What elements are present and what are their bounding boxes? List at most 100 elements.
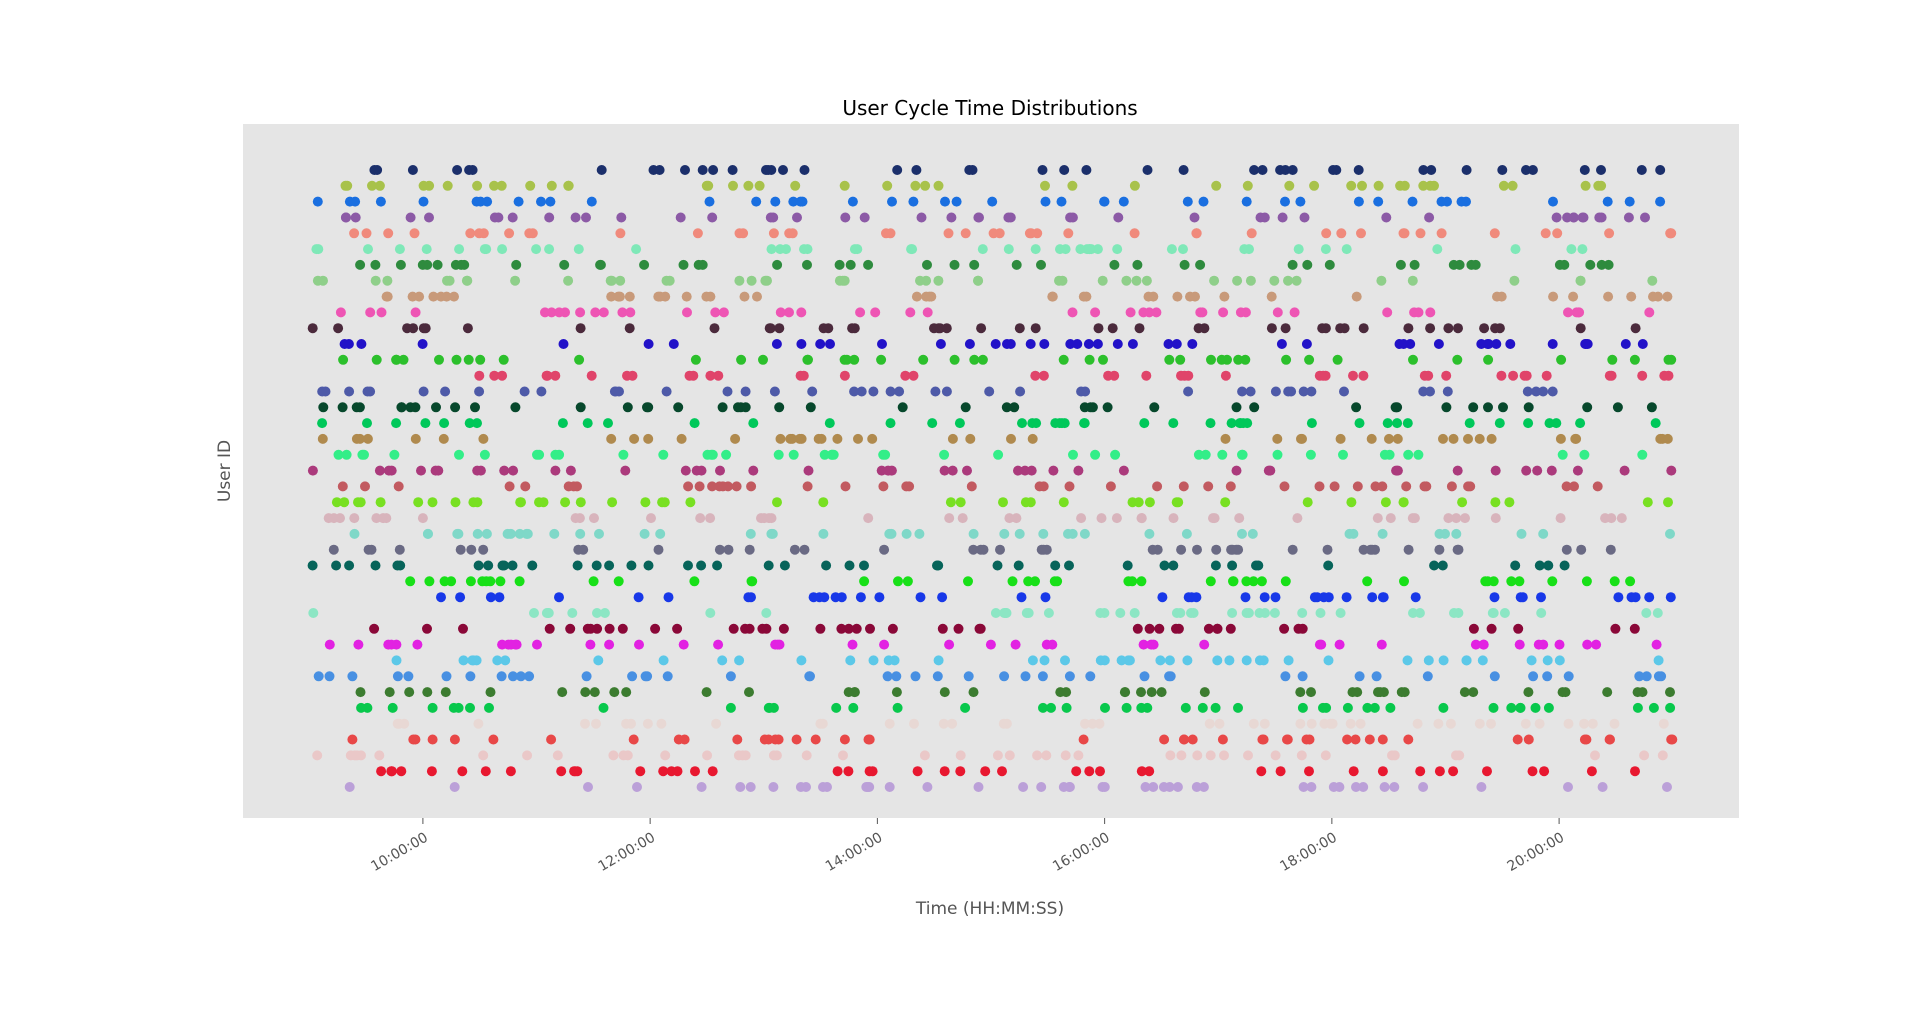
data-point bbox=[365, 307, 376, 318]
data-point bbox=[1127, 576, 1138, 587]
data-point bbox=[1266, 323, 1277, 334]
data-point bbox=[1476, 339, 1487, 349]
data-point bbox=[1179, 370, 1190, 381]
data-point bbox=[1536, 592, 1546, 603]
data-point bbox=[1541, 370, 1552, 381]
data-point bbox=[801, 750, 812, 761]
data-point bbox=[633, 592, 644, 603]
data-point bbox=[455, 544, 466, 555]
data-point bbox=[784, 307, 794, 318]
data-point bbox=[387, 702, 398, 713]
data-point bbox=[422, 687, 433, 698]
data-point bbox=[894, 386, 905, 397]
data-point bbox=[1061, 687, 1072, 698]
data-point bbox=[465, 576, 476, 587]
data-point bbox=[449, 734, 460, 745]
data-point bbox=[581, 671, 592, 682]
data-point bbox=[520, 481, 531, 492]
data-point bbox=[973, 782, 984, 792]
data-point bbox=[1443, 513, 1454, 524]
data-point bbox=[1134, 323, 1145, 334]
data-point bbox=[932, 671, 943, 682]
data-point bbox=[598, 702, 609, 713]
data-point bbox=[527, 560, 538, 571]
data-point bbox=[1219, 291, 1230, 302]
data-point bbox=[494, 592, 505, 603]
data-point bbox=[1592, 481, 1603, 492]
data-point bbox=[799, 244, 809, 255]
data-point bbox=[1065, 212, 1076, 223]
data-point bbox=[1189, 212, 1200, 223]
data-point bbox=[879, 639, 890, 650]
data-point bbox=[1306, 418, 1317, 429]
data-point bbox=[1036, 782, 1047, 792]
data-point bbox=[331, 560, 342, 571]
data-point bbox=[1038, 702, 1048, 713]
data-point bbox=[1220, 433, 1231, 444]
data-point bbox=[1259, 718, 1270, 729]
data-point bbox=[1413, 307, 1424, 318]
data-point bbox=[497, 370, 508, 381]
data-point bbox=[598, 307, 609, 318]
data-point bbox=[1059, 418, 1070, 429]
data-point bbox=[1348, 766, 1359, 777]
data-point bbox=[335, 307, 346, 318]
data-point bbox=[1095, 766, 1105, 777]
data-point bbox=[1100, 702, 1110, 713]
data-point bbox=[640, 497, 651, 508]
data-point bbox=[711, 718, 722, 729]
data-point bbox=[1517, 592, 1528, 603]
data-point bbox=[1001, 402, 1012, 413]
data-point bbox=[963, 576, 973, 587]
data-point bbox=[1438, 702, 1449, 713]
data-point bbox=[843, 766, 854, 777]
data-point bbox=[882, 671, 893, 682]
data-point bbox=[1030, 244, 1041, 255]
data-point bbox=[771, 339, 782, 349]
data-point bbox=[1441, 370, 1452, 381]
data-point bbox=[1520, 718, 1531, 729]
data-point bbox=[1347, 687, 1358, 698]
data-point bbox=[544, 212, 555, 223]
data-point bbox=[836, 592, 847, 603]
data-point bbox=[639, 259, 650, 270]
data-point bbox=[585, 623, 596, 634]
data-point bbox=[375, 196, 386, 207]
data-point bbox=[1401, 481, 1412, 492]
data-point bbox=[1334, 639, 1345, 650]
data-point bbox=[1432, 244, 1443, 255]
data-point bbox=[999, 528, 1010, 539]
data-point bbox=[904, 481, 915, 492]
data-point bbox=[955, 497, 966, 508]
data-point bbox=[803, 465, 814, 476]
data-point bbox=[884, 718, 895, 729]
data-point bbox=[1531, 386, 1542, 397]
data-point bbox=[1346, 497, 1357, 508]
data-point bbox=[680, 165, 690, 175]
data-point bbox=[1279, 481, 1290, 492]
data-point bbox=[1199, 687, 1210, 698]
data-point bbox=[1191, 782, 1202, 792]
data-point bbox=[532, 639, 542, 650]
data-point bbox=[307, 323, 318, 334]
data-point bbox=[1181, 528, 1192, 539]
data-point bbox=[1662, 782, 1672, 792]
data-point bbox=[902, 576, 913, 587]
data-point bbox=[1136, 702, 1147, 713]
data-point bbox=[940, 196, 950, 207]
data-point bbox=[370, 275, 381, 286]
data-point bbox=[796, 307, 807, 318]
data-point bbox=[722, 386, 733, 397]
data-point bbox=[1097, 275, 1108, 286]
data-point bbox=[1341, 244, 1352, 255]
data-point bbox=[998, 497, 1008, 508]
data-point bbox=[977, 244, 988, 255]
data-point bbox=[583, 782, 593, 792]
data-point bbox=[1609, 576, 1620, 587]
data-point bbox=[1306, 782, 1317, 792]
data-point bbox=[662, 671, 673, 682]
data-point bbox=[767, 528, 778, 539]
data-point bbox=[863, 513, 874, 524]
data-point bbox=[1129, 180, 1140, 191]
data-point bbox=[1163, 339, 1174, 349]
